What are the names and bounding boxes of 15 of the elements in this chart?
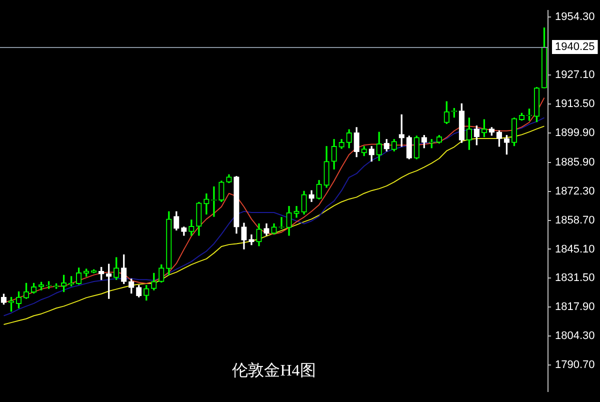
y-tick-label: 1831.50 (555, 272, 595, 284)
candlestick (204, 193, 210, 215)
ref-line-label: 1940.25 (555, 41, 595, 54)
y-tick-label: 1927.10 (555, 69, 595, 82)
y-tick-label: 1872.30 (555, 185, 595, 198)
y-tick-label: 1858.70 (555, 214, 595, 226)
y-tick-label: 1885.90 (555, 156, 595, 169)
y-tick-label: 1845.10 (555, 243, 595, 256)
text: 伦敦金H4图 (232, 362, 316, 380)
y-tick-label: 1817.90 (555, 301, 595, 314)
y-tick-label: 1790.70 (555, 358, 595, 371)
y-tick-label: 1913.50 (555, 98, 595, 110)
y-tick-label: 1804.30 (555, 330, 595, 342)
y-tick-label: 1899.90 (555, 126, 595, 139)
y-tick-label: 1954.30 (555, 11, 595, 24)
